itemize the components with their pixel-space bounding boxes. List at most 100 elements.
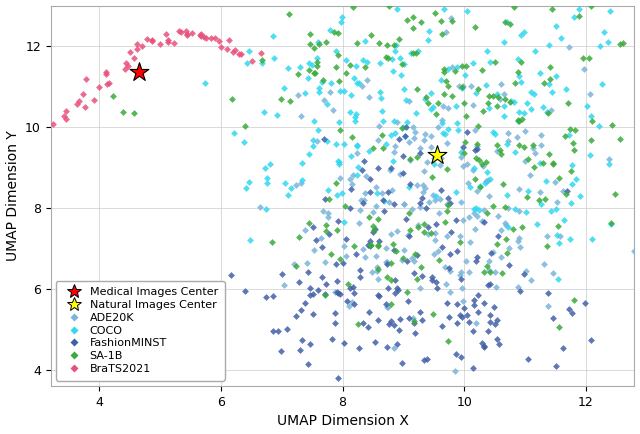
Point [409, 319, 419, 326]
Point [503, 205, 513, 212]
Point [431, 278, 441, 285]
Point [525, 171, 535, 178]
Point [478, 108, 488, 115]
Point [557, 187, 568, 194]
Point [543, 289, 553, 296]
Point [314, 41, 324, 48]
Point [386, 230, 396, 237]
Point [398, 153, 408, 160]
Point [353, 143, 363, 150]
Point [450, 67, 460, 74]
Point [479, 179, 490, 186]
Point [406, 49, 416, 56]
Point [195, 32, 205, 39]
Point [470, 24, 481, 31]
Point [284, 10, 294, 17]
Point [388, 241, 398, 248]
Point [426, 274, 436, 281]
Point [385, 301, 396, 308]
Point [276, 95, 286, 102]
Point [412, 86, 422, 93]
Point [198, 33, 209, 40]
Point [372, 136, 383, 143]
Point [367, 209, 378, 216]
Point [496, 254, 506, 261]
Point [470, 127, 480, 134]
Point [358, 246, 368, 253]
Point [500, 203, 510, 210]
Point [521, 208, 531, 215]
Point [333, 157, 343, 164]
Point [386, 132, 396, 139]
Point [435, 161, 445, 168]
Point [337, 14, 347, 21]
Point [403, 232, 413, 239]
Point [394, 135, 404, 142]
Point [447, 17, 457, 24]
Point [365, 241, 376, 248]
Point [385, 164, 396, 171]
Point [520, 128, 530, 135]
Point [482, 169, 492, 176]
Point [441, 280, 451, 287]
Point [482, 178, 492, 184]
Point [539, 260, 549, 267]
Point [561, 191, 572, 198]
Point [323, 187, 333, 194]
Point [562, 187, 572, 194]
Point [420, 204, 431, 211]
Point [551, 72, 561, 79]
Point [336, 19, 346, 26]
Point [310, 70, 321, 77]
Point [405, 157, 415, 164]
Point [409, 134, 419, 141]
Point [308, 224, 318, 230]
Point [542, 108, 552, 115]
Point [278, 282, 289, 289]
Point [496, 80, 506, 87]
Point [451, 188, 461, 195]
Point [349, 118, 360, 125]
Point [478, 162, 488, 169]
Point [490, 130, 500, 137]
Point [122, 59, 132, 66]
Point [437, 117, 447, 124]
Point [312, 59, 322, 66]
Point [435, 195, 445, 202]
Point [605, 7, 615, 14]
Point [321, 280, 332, 287]
Point [305, 292, 315, 299]
Point [61, 115, 71, 122]
Point [485, 318, 495, 325]
Point [614, 135, 625, 142]
Point [529, 164, 540, 171]
Point [544, 151, 554, 158]
Point [134, 66, 144, 73]
Point [557, 345, 568, 352]
Point [458, 82, 468, 89]
Point [490, 58, 500, 65]
Point [486, 250, 497, 256]
Point [431, 193, 441, 200]
Point [513, 284, 523, 291]
Point [404, 315, 414, 322]
Point [493, 232, 503, 239]
Point [465, 184, 475, 191]
Point [497, 180, 508, 187]
Point [372, 266, 383, 273]
Point [491, 284, 501, 291]
Point [351, 111, 361, 118]
Point [373, 276, 383, 283]
Point [500, 220, 510, 227]
Point [334, 119, 344, 126]
Point [599, 29, 609, 36]
Point [282, 326, 292, 332]
Point [474, 207, 484, 214]
Point [476, 184, 486, 191]
Point [297, 159, 307, 166]
Point [440, 263, 450, 270]
Point [388, 158, 398, 164]
Point [499, 18, 509, 25]
Point [555, 233, 565, 240]
Point [440, 219, 451, 226]
